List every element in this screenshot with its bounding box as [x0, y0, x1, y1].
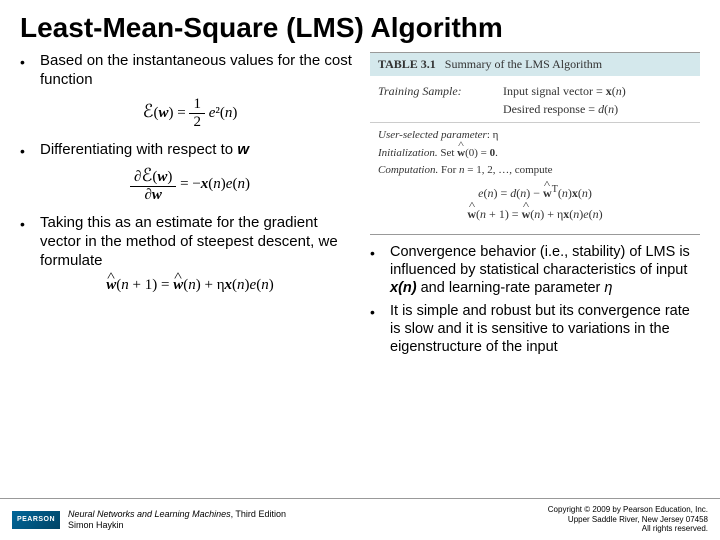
bullet-dot-icon: •: [20, 141, 40, 160]
frac-num: 1: [189, 96, 205, 114]
table-body-1: Training Sample: Input signal vector = x…: [370, 76, 700, 122]
bullet-dot-icon: •: [370, 302, 390, 356]
copy-line-1: Copyright © 2009 by Pearson Education, I…: [548, 505, 708, 514]
formula-cost: ℰ(w) = 12 e²(n): [20, 96, 360, 131]
table-body-2: User-selected parameter: η Initializatio…: [370, 122, 700, 230]
left-bullet-3-text: Taking this as an estimate for the gradi…: [40, 214, 360, 270]
left-column: • Based on the instantaneous values for …: [20, 52, 360, 360]
right-bullet-1-text: Convergence behavior (i.e., stability) o…: [390, 243, 700, 297]
book-edition: , Third Edition: [231, 509, 286, 519]
frac-den: 2: [189, 114, 205, 131]
rb1-v2: η: [604, 280, 612, 296]
bullet-dot-icon: •: [20, 52, 40, 90]
training-sample-label: Training Sample:: [378, 82, 503, 118]
algo-line-1: User-selected parameter: η: [378, 127, 692, 145]
left-bullet-1: • Based on the instantaneous values for …: [20, 52, 360, 90]
footer: PEARSON Neural Networks and Learning Mac…: [0, 498, 720, 540]
footer-copyright: Copyright © 2009 by Pearson Education, I…: [548, 505, 708, 534]
right-bullet-1: • Convergence behavior (i.e., stability)…: [370, 243, 700, 297]
right-bullet-2-text: It is simple and robust but its converge…: [390, 302, 700, 356]
footer-left: PEARSON Neural Networks and Learning Mac…: [12, 509, 286, 531]
right-bullet-2: • It is simple and robust but its conver…: [370, 302, 700, 356]
algo-formula-2: w(n + 1) = w(n) + ηx(n)e(n): [378, 205, 692, 224]
left-bullet-1-text: Based on the instantaneous values for th…: [40, 52, 360, 90]
right-bullets: • Convergence behavior (i.e., stability)…: [370, 243, 700, 356]
copy-line-2: Upper Saddle River, New Jersey 07458: [568, 515, 708, 524]
bullet-dot-icon: •: [20, 214, 40, 270]
footer-book-info: Neural Networks and Learning Machines, T…: [68, 509, 286, 531]
slide-title: Least-Mean-Square (LMS) Algorithm: [0, 0, 720, 52]
copy-line-3: All rights reserved.: [642, 524, 708, 533]
table-caption: TABLE 3.1 Summary of the LMS Algorithm: [370, 52, 700, 76]
deriv-num: ∂ℰ(w): [130, 165, 176, 187]
left-bullet-3: • Taking this as an estimate for the gra…: [20, 214, 360, 270]
rb1-mid: and learning-rate parameter: [417, 280, 605, 296]
pearson-logo: PEARSON: [12, 511, 60, 529]
algo-line-2: Initialization. Set w(0) = 0.: [378, 145, 692, 163]
content-area: • Based on the instantaneous values for …: [0, 52, 720, 360]
formula-update: w(n + 1) = w(n) + ηx(n)e(n): [20, 277, 360, 294]
left-bullet-2-text: Differentiating with respect to w: [40, 141, 249, 160]
algo-line-3: Computation. For n = 1, 2, …, compute: [378, 162, 692, 180]
bullet-dot-icon: •: [370, 243, 390, 297]
b2-var: w: [237, 141, 249, 158]
training-sample-values: Input signal vector = x(n) Desired respo…: [503, 82, 626, 118]
book-title: Neural Networks and Learning Machines: [68, 509, 231, 519]
divider: [370, 234, 700, 235]
left-bullet-2: • Differentiating with respect to w: [20, 141, 360, 160]
algo-formula-1: e(n) = d(n) − wT(n)x(n): [378, 182, 692, 203]
cost-lhs: ℰ: [143, 100, 154, 120]
deriv-den: ∂w: [130, 187, 176, 204]
formula-derivative: ∂ℰ(w) ∂w = −x(n)e(n): [20, 165, 360, 204]
right-column: TABLE 3.1 Summary of the LMS Algorithm T…: [370, 52, 700, 360]
book-author: Simon Haykin: [68, 520, 124, 530]
rb1-v1: x(n): [390, 280, 417, 296]
rb1-pre: Convergence behavior (i.e., stability) o…: [390, 244, 690, 278]
b2-pre: Differentiating with respect to: [40, 141, 237, 158]
